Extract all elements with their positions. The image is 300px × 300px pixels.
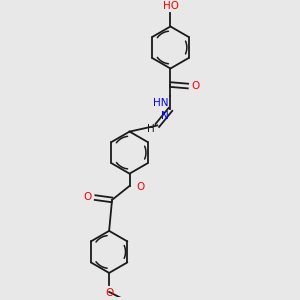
Text: H: H [147,124,155,134]
Text: HO: HO [163,1,179,11]
Text: O: O [191,81,200,91]
Text: O: O [106,288,114,298]
Text: O: O [83,192,91,202]
Text: O: O [137,182,145,192]
Text: N: N [161,111,169,121]
Text: HN: HN [153,98,169,108]
